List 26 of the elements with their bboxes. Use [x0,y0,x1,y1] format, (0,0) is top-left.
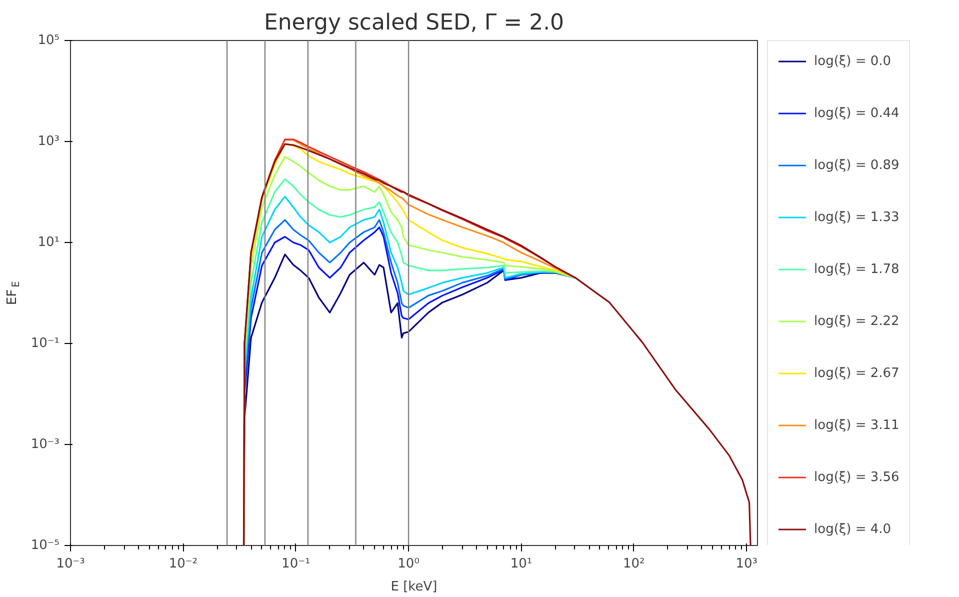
y-tick-label: 10⁵ [38,33,60,48]
legend-label: log(ξ) = 1.78 [814,262,900,276]
y-tick-label: 10⁻⁵ [30,538,60,553]
chart-title: Energy scaled SED, Γ = 2.0 [264,10,564,36]
legend-label: log(ξ) = 0.44 [814,106,900,120]
y-tick-label: 10⁻¹ [30,336,60,351]
legend-label: log(ξ) = 2.22 [814,314,900,328]
x-axis-title: E [keV] [390,580,438,594]
y-tick-label: 10⁻³ [30,437,60,452]
x-tick-label: 10⁻² [168,556,198,572]
x-tick-label: 10³ [736,556,758,572]
legend-label: log(ξ) = 3.56 [814,470,900,484]
legend-label: log(ξ) = 0.0 [814,54,892,68]
legend-label: log(ξ) = 0.89 [814,158,900,172]
y-axis-title: EFE [5,280,22,305]
x-tick-label: 10⁻¹ [282,556,310,572]
x-tick-label: 10¹ [510,556,532,572]
x-tick-label: 10⁻³ [56,556,85,572]
x-tick-label: 10⁰ [398,556,420,572]
x-tick-label: 10² [623,556,645,572]
legend-label: log(ξ) = 2.67 [814,366,900,380]
legend-label: log(ξ) = 4.0 [814,522,892,536]
y-tick-label: 10³ [38,134,60,149]
y-tick-label: 10¹ [38,235,60,250]
legend-label: log(ξ) = 1.33 [814,210,900,224]
legend-label: log(ξ) = 3.11 [814,418,900,432]
